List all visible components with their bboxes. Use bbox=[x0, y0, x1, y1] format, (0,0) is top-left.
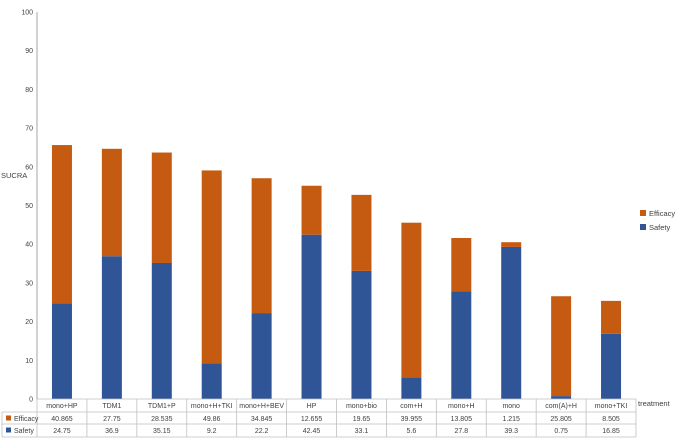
data-label: 1.215 bbox=[502, 416, 520, 423]
y-tick-label: 0 bbox=[29, 397, 33, 404]
x-tick-label: mono+bio bbox=[346, 403, 377, 410]
y-axis: 0 10 20 30 40 50 60 70 80 90 100 bbox=[21, 10, 38, 404]
data-label: 19.65 bbox=[353, 416, 371, 423]
bar-efficacy bbox=[601, 300, 622, 334]
data-label: 33.1 bbox=[355, 428, 369, 435]
data-label: 27.8 bbox=[454, 428, 468, 435]
bar-safety bbox=[451, 291, 472, 399]
legend-label: Safety bbox=[649, 223, 671, 232]
data-label: 49.86 bbox=[203, 416, 221, 423]
y-tick-label: 100 bbox=[21, 10, 33, 17]
bar-safety bbox=[201, 363, 222, 399]
bar-efficacy bbox=[101, 148, 122, 257]
table-legend-key bbox=[6, 427, 11, 433]
bar-safety bbox=[301, 234, 322, 399]
bar-efficacy bbox=[51, 145, 72, 304]
data-label: 36.9 bbox=[105, 428, 119, 435]
legend-swatch bbox=[640, 224, 646, 230]
bar-safety bbox=[151, 262, 172, 399]
y-tick-label: 50 bbox=[25, 203, 33, 210]
data-label: 42.45 bbox=[303, 428, 321, 435]
bar-efficacy bbox=[451, 237, 472, 292]
data-label: 34.845 bbox=[251, 416, 273, 423]
table-row-label: Efficacy bbox=[14, 416, 39, 423]
x-tick-label: com(A)+H bbox=[545, 403, 577, 410]
y-tick-label: 10 bbox=[25, 358, 33, 365]
data-label: 39.3 bbox=[504, 428, 518, 435]
y-tick-label: 60 bbox=[25, 164, 33, 171]
data-label: 9.2 bbox=[207, 428, 217, 435]
data-label: 0.75 bbox=[554, 428, 568, 435]
bar-efficacy bbox=[351, 194, 372, 271]
bar-efficacy bbox=[501, 242, 522, 247]
data-label: 24.75 bbox=[53, 428, 71, 435]
x-tick-label: TDM1 bbox=[102, 403, 121, 410]
x-tick-label: mono+H+TKI bbox=[191, 403, 233, 410]
data-label: 27.75 bbox=[103, 416, 121, 423]
bar-safety bbox=[51, 303, 72, 399]
table-row-label: Safety bbox=[14, 428, 34, 435]
bar-efficacy bbox=[251, 178, 272, 314]
y-tick-label: 20 bbox=[25, 319, 33, 326]
bar-safety bbox=[551, 396, 572, 399]
data-label: 8.505 bbox=[602, 416, 620, 423]
bar-safety bbox=[601, 333, 622, 399]
bar-efficacy bbox=[151, 152, 172, 263]
y-tick-label: 40 bbox=[25, 242, 33, 249]
data-label: 22.2 bbox=[255, 428, 269, 435]
bar-series bbox=[51, 145, 622, 399]
x-axis-label: treatment bbox=[638, 399, 671, 408]
data-label: 13.805 bbox=[451, 416, 473, 423]
x-tick-label: mono+H+BEV bbox=[239, 403, 284, 410]
x-tick-label: TDM1+P bbox=[148, 403, 176, 410]
y-axis-label: SUCRA bbox=[1, 171, 27, 180]
y-tick-label: 90 bbox=[25, 48, 33, 55]
x-tick-label: mono+TKI bbox=[595, 403, 628, 410]
data-table: mono+HP TDM1 TDM1+P mono+H+TKI mono+H+BEV HP m… bbox=[1, 398, 637, 438]
x-tick-label: com+H bbox=[400, 403, 422, 410]
x-tick-label: mono+H bbox=[448, 403, 475, 410]
data-label: 12.655 bbox=[301, 416, 323, 423]
y-tick-label: 30 bbox=[25, 280, 33, 287]
bar-efficacy bbox=[551, 296, 572, 397]
x-tick-label: HP bbox=[307, 403, 317, 410]
y-tick-label: 80 bbox=[25, 87, 33, 94]
bar-efficacy bbox=[201, 170, 222, 364]
data-label: 16.85 bbox=[602, 428, 620, 435]
x-tick-label: mono bbox=[502, 403, 520, 410]
legend: Efficacy Safety bbox=[640, 209, 675, 232]
bar-safety bbox=[251, 313, 272, 399]
y-tick-label: 70 bbox=[25, 126, 33, 133]
x-tick-label: mono+HP bbox=[46, 403, 78, 410]
data-label: 35.15 bbox=[153, 428, 171, 435]
data-label: 28.535 bbox=[151, 416, 173, 423]
data-label: 25.805 bbox=[550, 416, 572, 423]
bar-safety bbox=[401, 377, 422, 399]
data-label: 5.6 bbox=[407, 428, 417, 435]
bar-safety bbox=[351, 270, 372, 399]
data-label: 39.955 bbox=[401, 416, 423, 423]
legend-swatch bbox=[640, 210, 646, 216]
bar-safety bbox=[501, 246, 522, 399]
data-label: 40.865 bbox=[51, 416, 73, 423]
legend-label: Efficacy bbox=[649, 209, 675, 218]
bar-safety bbox=[101, 256, 122, 399]
bar-efficacy bbox=[301, 185, 322, 235]
table-legend-key bbox=[6, 415, 11, 421]
bar-efficacy bbox=[401, 222, 422, 378]
